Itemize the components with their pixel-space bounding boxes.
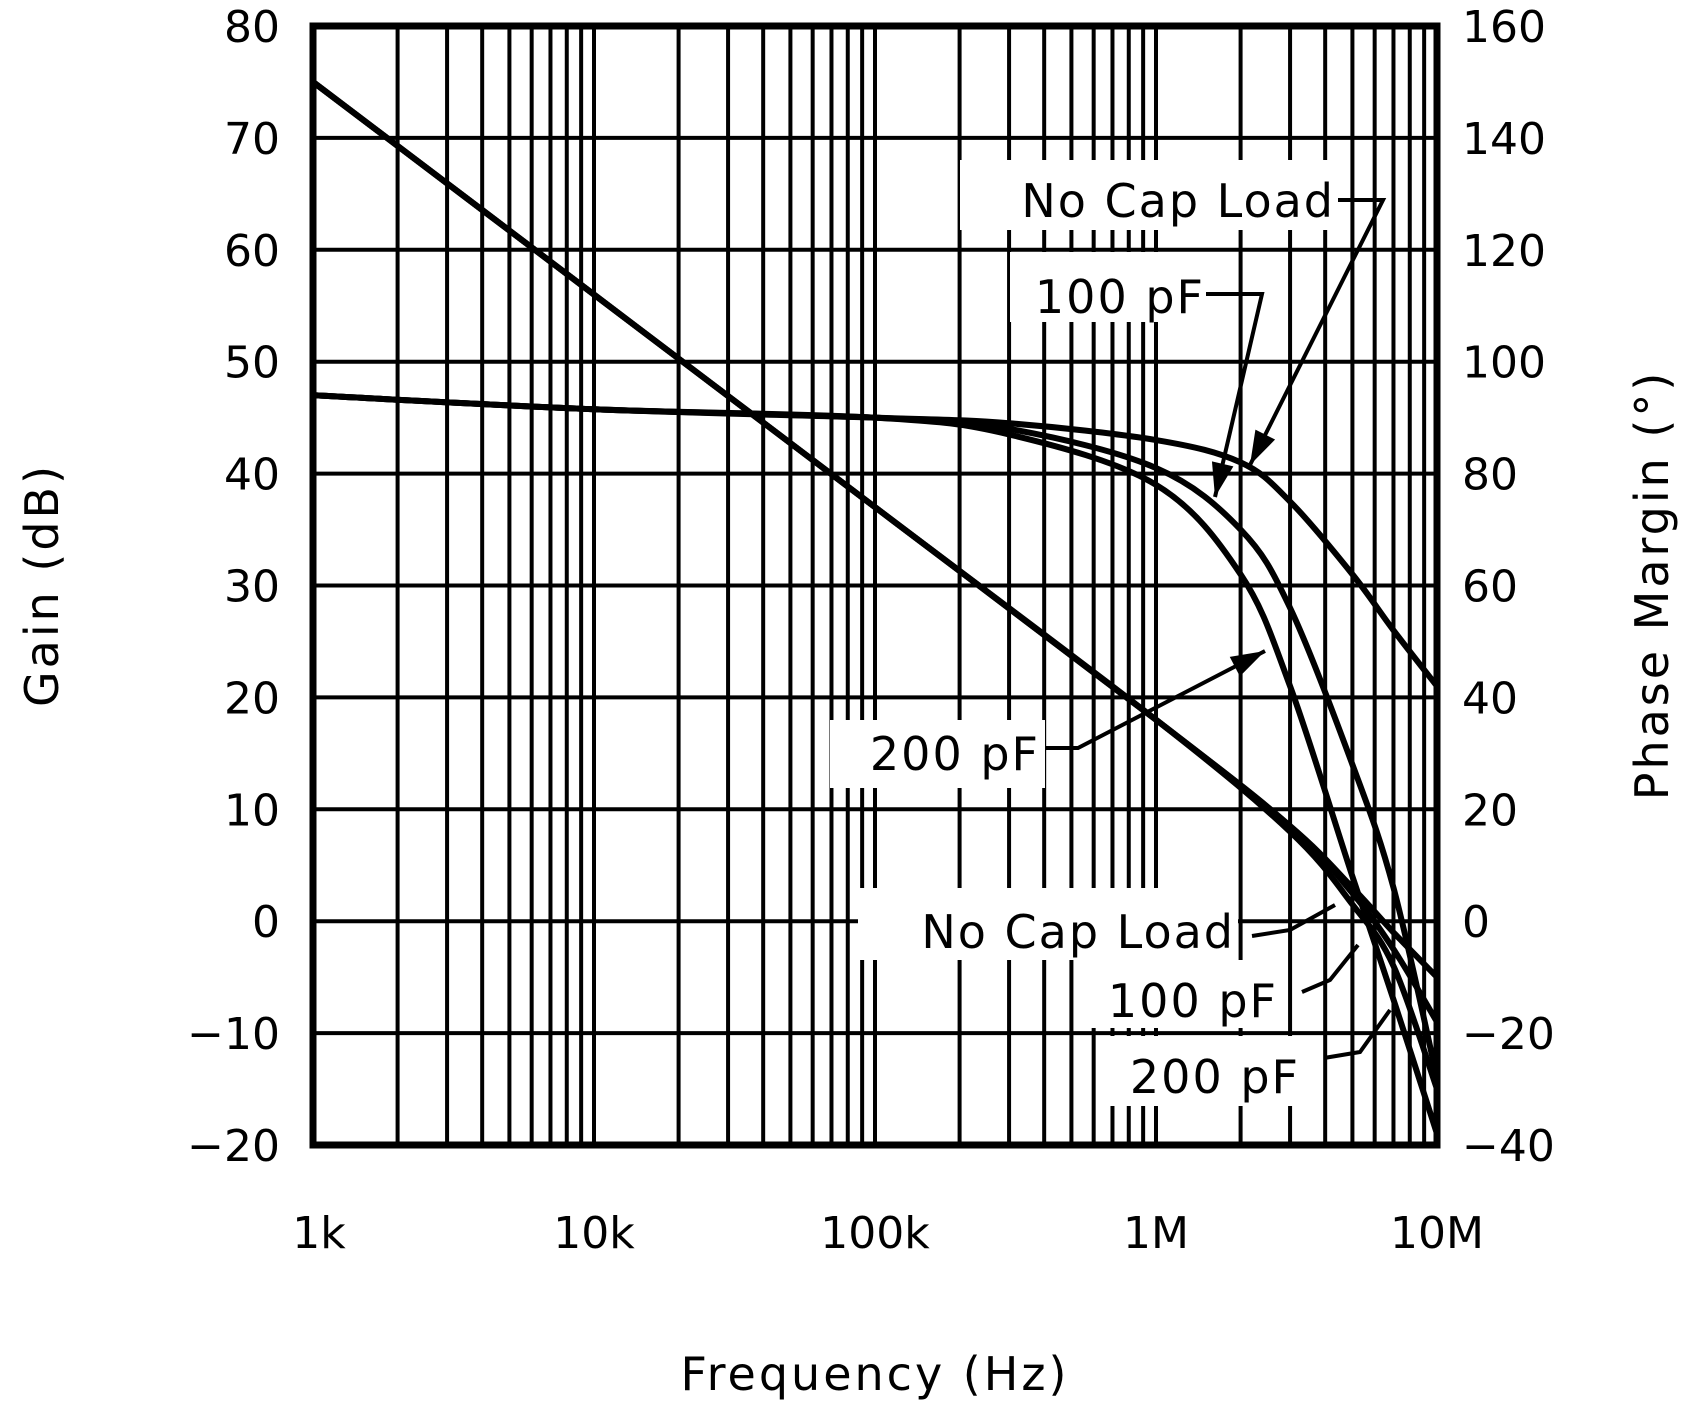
y-tick-left: 80: [224, 2, 280, 53]
curves: [311, 79, 1440, 1135]
annotation-arrows: [1045, 198, 1392, 1060]
tick-labels: 80706050403020100−10−2016014012010080604…: [187, 2, 1555, 1259]
y-tick-right: 20: [1462, 785, 1518, 836]
y-tick-left: 50: [224, 338, 280, 389]
y-tick-left: 60: [224, 226, 280, 277]
y-tick-left: 40: [224, 450, 280, 501]
y-tick-right: −40: [1462, 1121, 1555, 1172]
y-tick-right: 140: [1462, 114, 1546, 165]
y-axis-label-right: Phase Margin (°): [1625, 370, 1679, 801]
y-tick-right: 100: [1462, 338, 1546, 389]
annotation-gain-200pf: 200 pF: [1130, 1050, 1300, 1104]
annotation-pm-100pf: 100 pF: [1035, 270, 1205, 324]
curve-phase-margin-200-pf: [312, 392, 1440, 1135]
y-tick-left: 0: [252, 897, 280, 948]
y-tick-right: 80: [1462, 450, 1518, 501]
x-tick: 1M: [1123, 1208, 1189, 1259]
y-tick-left: 70: [224, 114, 280, 165]
x-tick: 10M: [1390, 1208, 1484, 1259]
y-tick-left: 30: [224, 562, 280, 613]
x-tick: 10k: [553, 1208, 635, 1259]
plot-frame: [309, 22, 1441, 1149]
y-axis-label-left: Gain (dB): [15, 463, 69, 707]
x-tick: 100k: [820, 1208, 930, 1259]
x-axis-label: Frequency (Hz): [681, 1347, 1070, 1401]
annotations: No Cap Load 100 pF 200 pF No Cap Load 10…: [870, 174, 1335, 1104]
y-tick-right: 0: [1462, 897, 1490, 948]
y-tick-right: 160: [1462, 2, 1546, 53]
annotation-gain-no-cap: No Cap Load: [921, 905, 1235, 959]
label-masks: [830, 160, 1340, 1106]
curve-gain-200-pf: [311, 79, 1440, 1091]
annotation-pm-200pf: 200 pF: [870, 727, 1040, 781]
y-tick-left: −10: [187, 1009, 280, 1060]
y-tick-left: 20: [224, 673, 280, 724]
x-tick: 1k: [292, 1208, 346, 1259]
y-tick-left: −20: [187, 1121, 280, 1172]
annotation-gain-100pf: 100 pF: [1108, 974, 1278, 1028]
y-tick-right: −20: [1462, 1009, 1555, 1060]
y-tick-left: 10: [224, 785, 280, 836]
y-tick-right: 40: [1462, 673, 1518, 724]
y-tick-right: 60: [1462, 562, 1518, 613]
y-tick-right: 120: [1462, 226, 1546, 277]
annotation-pm-no-cap: No Cap Load: [1021, 174, 1335, 228]
